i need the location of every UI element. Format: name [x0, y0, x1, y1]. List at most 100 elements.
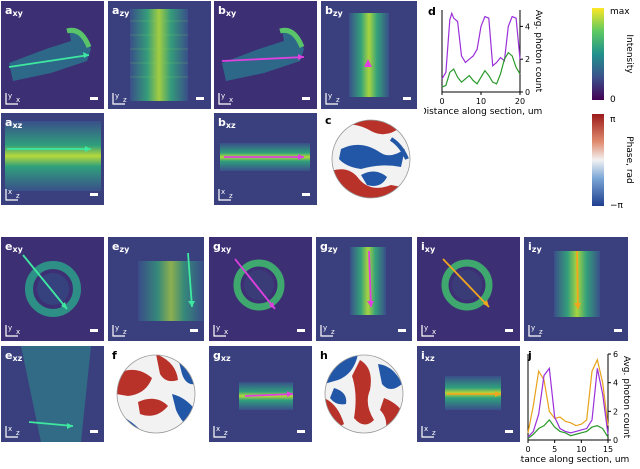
x-tick-label: 20 — [515, 97, 525, 106]
i-xy-image — [417, 237, 520, 341]
series-line-1 — [441, 51, 521, 88]
panel-b-xz: bxz x z — [214, 113, 317, 205]
y-tick-label: 4 — [613, 379, 618, 388]
a-xz-image — [1, 113, 104, 205]
scale-bar — [196, 97, 204, 100]
scale-bar — [190, 329, 198, 332]
panel-label: bxy — [218, 4, 237, 18]
panel-label: bxz — [218, 116, 236, 130]
svg-text:y: y — [221, 92, 225, 100]
svg-text:y: y — [216, 324, 220, 332]
g-xy-image — [209, 237, 312, 341]
scale-bar — [90, 430, 98, 433]
y-tick-label: 6 — [613, 350, 618, 359]
scale-bar — [297, 430, 305, 433]
a-xy-image — [1, 1, 104, 109]
svg-text:z: z — [16, 192, 20, 200]
panel-label: izy — [528, 240, 542, 254]
x-axis-label: Distance along section, um — [520, 455, 629, 465]
axis-indicator: y x — [5, 324, 20, 337]
axis-indicator: y z — [112, 92, 127, 105]
scale-bar — [302, 97, 310, 100]
svg-text:y: y — [8, 92, 12, 100]
phase-colorbar: π −π Phase, rad — [590, 110, 640, 210]
axis-indicator: x z — [218, 188, 233, 201]
phase-sphere-h — [324, 354, 404, 434]
y-tick-label: 2 — [613, 407, 618, 416]
scale-bar — [297, 329, 305, 332]
x-tick-label: 5 — [552, 445, 557, 454]
svg-text:z: z — [224, 429, 228, 437]
svg-text:y: y — [323, 324, 327, 332]
svg-text:z: z — [123, 96, 127, 104]
svg-text:x: x — [432, 328, 436, 336]
phase-sphere-f — [116, 354, 196, 434]
y-axis-label: Avg. photon count — [533, 10, 543, 93]
panel-label: d — [428, 5, 436, 18]
b-xz-image — [214, 113, 317, 205]
panel-f: f — [108, 346, 204, 442]
svg-text:x: x — [16, 96, 20, 104]
axis-indicator: y x — [5, 92, 20, 105]
x-tick-label: 10 — [576, 445, 586, 454]
axis-indicator: y z — [320, 324, 335, 337]
intensity-colorbar: max 0 Intensity — [590, 4, 640, 104]
svg-text:x: x — [8, 188, 12, 196]
panel-label: bzy — [325, 4, 343, 18]
panel-label: ixz — [421, 349, 435, 363]
x-axis-label: Distance along section, um — [424, 107, 542, 117]
axis-indicator: x z — [421, 425, 436, 438]
svg-text:z: z — [16, 429, 20, 437]
svg-text:z: z — [123, 328, 127, 336]
svg-text:x: x — [229, 96, 233, 104]
panel-i-xz: ixz x z — [417, 346, 520, 442]
panel-label: ixy — [421, 240, 436, 254]
panel-label: gzy — [320, 240, 338, 254]
panel-label: ezy — [112, 240, 130, 254]
axis-indicator: y x — [213, 324, 228, 337]
svg-text:y: y — [424, 324, 428, 332]
x-tick-label: 15 — [603, 445, 613, 454]
i-xz-image — [417, 346, 520, 442]
phase-sphere-c — [331, 119, 411, 199]
scale-bar — [90, 329, 98, 332]
panel-a-zy: azy y z — [108, 1, 211, 109]
chart-j: j 0510150246Distance along section, umAv… — [520, 344, 640, 469]
b-xy-image — [214, 1, 317, 109]
panel-label: exy — [5, 240, 23, 254]
x-tick-label: 0 — [525, 445, 530, 454]
chart-j-plot: 0510150246Distance along section, umAvg.… — [520, 350, 631, 465]
panel-g-zy: gzy y z — [316, 237, 412, 341]
y-tick-label: 0 — [525, 88, 530, 97]
panel-a-xz: axz x z — [1, 113, 104, 205]
e-xz-image — [1, 346, 104, 442]
panel-label: gxy — [213, 240, 232, 254]
axis-indicator: y x — [421, 324, 436, 337]
svg-text:x: x — [424, 425, 428, 433]
intensity-min: 0 — [610, 95, 616, 104]
svg-text:x: x — [221, 188, 225, 196]
svg-text:y: y — [531, 324, 535, 332]
panel-g-xz: gxz x z — [209, 346, 312, 442]
panel-label: h — [320, 349, 328, 362]
series-line-2 — [527, 418, 609, 440]
panel-e-xz: exz x z — [1, 346, 104, 442]
svg-text:z: z — [539, 328, 543, 336]
panel-h: h — [316, 346, 412, 442]
panel-label: f — [112, 349, 117, 362]
panel-label: c — [325, 114, 332, 127]
intensity-label: Intensity — [624, 34, 634, 74]
svg-text:y: y — [328, 92, 332, 100]
panel-a-xy: axy y x — [1, 1, 104, 109]
axis-indicator: x z — [213, 425, 228, 438]
phase-min: −π — [610, 201, 624, 210]
svg-text:z: z — [336, 96, 340, 104]
x-tick-label: 0 — [439, 97, 444, 106]
g-zy-image — [316, 237, 412, 341]
phase-max: π — [610, 115, 616, 125]
scale-bar — [505, 430, 513, 433]
series-line-1 — [527, 366, 609, 438]
scale-bar — [403, 97, 411, 100]
scale-bar — [505, 329, 513, 332]
e-xy-image — [1, 237, 104, 341]
